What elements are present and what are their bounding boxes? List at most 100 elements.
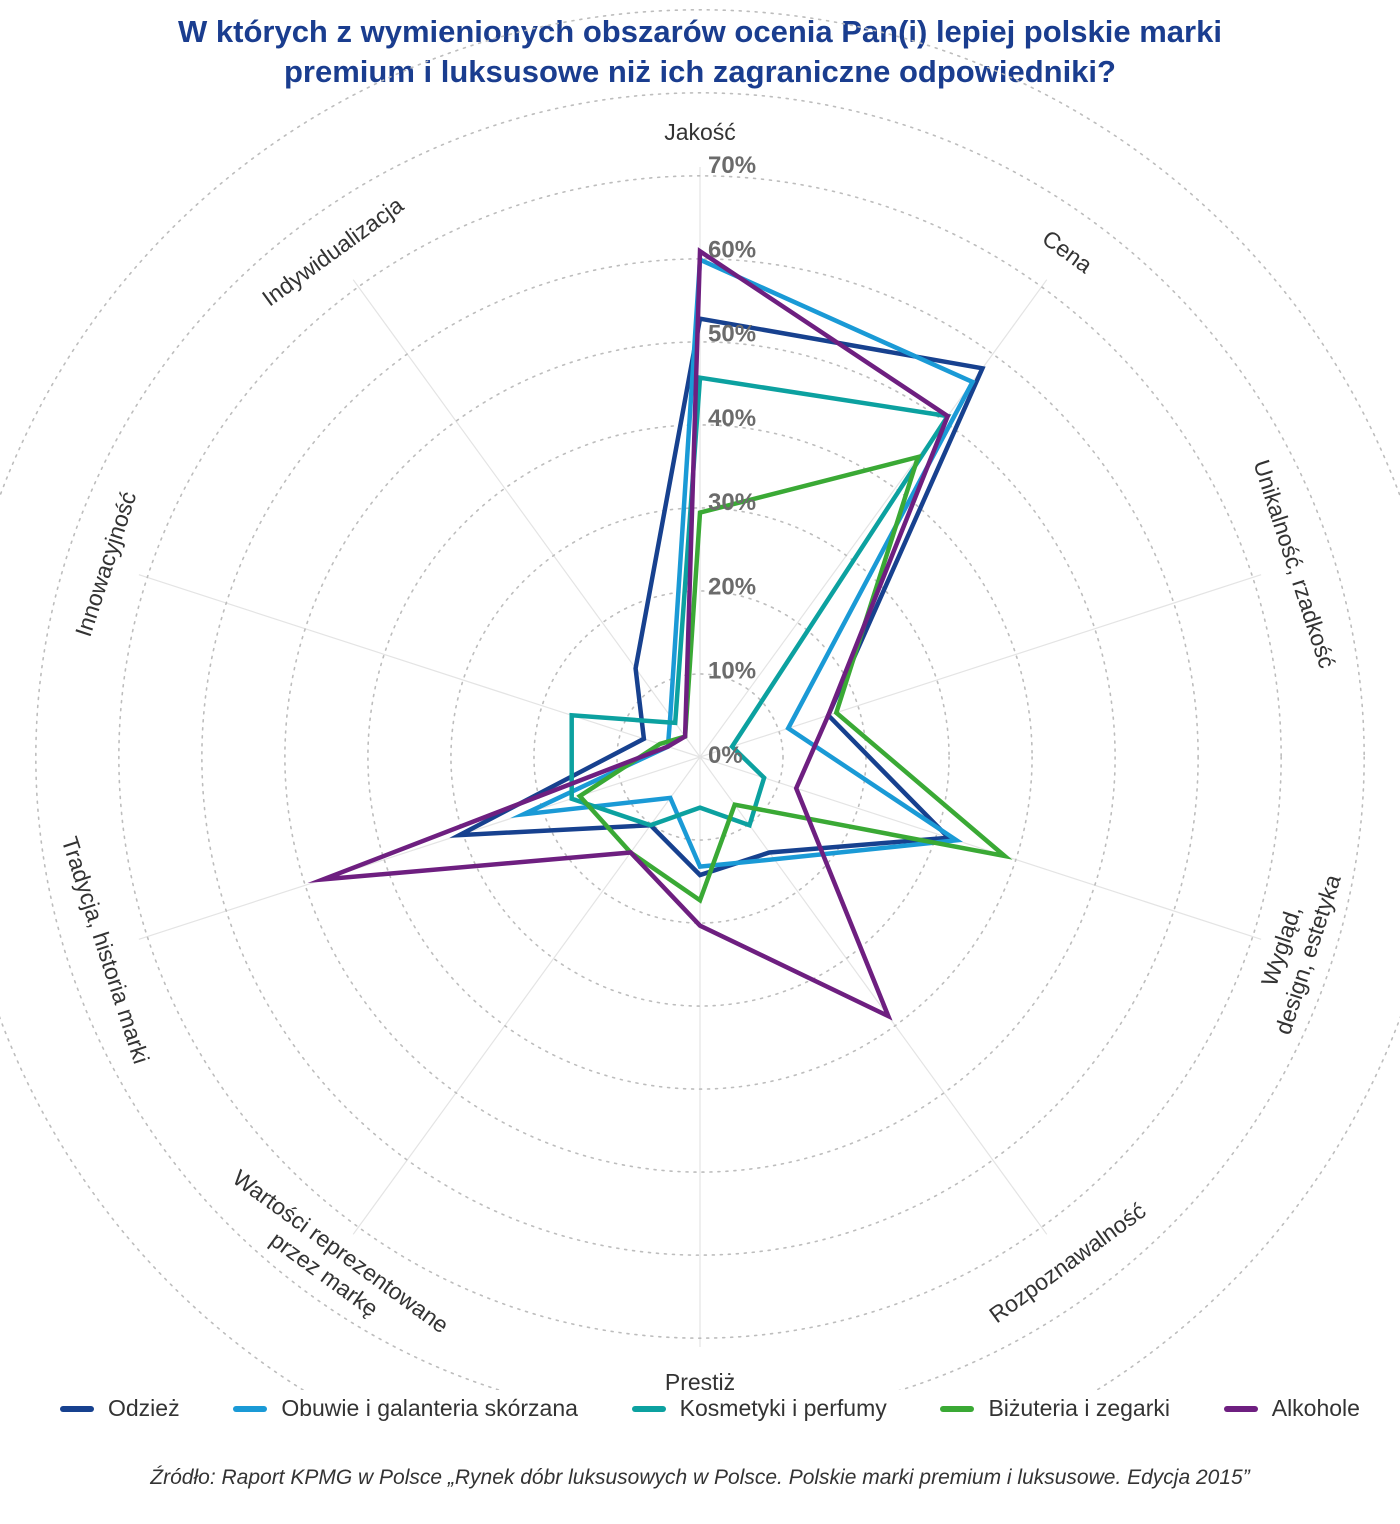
radar-ticks: 0% 10% 20% 30% 40% 50% 60% 70% xyxy=(708,152,756,769)
data-point-odziez-5 xyxy=(768,851,771,854)
data-point-kosmetyki-i-perfumy-9 xyxy=(570,714,573,717)
legend-swatch-bizuteria-i-zegarki xyxy=(940,1405,975,1412)
legend-label-alkohole: Alkohole xyxy=(1271,1395,1360,1421)
data-point-obuwie-i-galanteria-skorzana-4 xyxy=(955,839,958,842)
radar-series xyxy=(307,247,1013,1021)
data-point-alkohole-7 xyxy=(629,851,632,854)
axis-label-line-6-1: Prestiż xyxy=(665,1369,735,1390)
data-point-kosmetyki-i-perfumy-1 xyxy=(698,376,702,379)
data-point-alkohole-2 xyxy=(946,414,949,418)
data-point-obuwie-i-galanteria-skorzana-5 xyxy=(773,858,776,861)
grid-ring-8 xyxy=(35,92,1365,1390)
data-point-alkohole-9 xyxy=(666,745,670,748)
data-point-kosmetyki-i-perfumy-3 xyxy=(730,745,734,748)
chart-legend: Odzież Obuwie i galanteria skórzana Kosmet… xyxy=(60,1395,1360,1422)
data-point-alkohole-1 xyxy=(698,250,702,253)
source-note: Źródło: Raport KPMG w Polsce „Rynek dóbr… xyxy=(150,1466,1250,1489)
data-point-odziez-2 xyxy=(981,367,984,370)
axis-label-unikalnosc-rzadkosc: Unikalność, rzadkość xyxy=(1248,457,1340,672)
data-point-kosmetyki-i-perfumy-6 xyxy=(698,806,702,809)
tick-label-0: 0% xyxy=(708,742,743,769)
grid-ring-9 xyxy=(0,9,1400,1390)
data-point-alkohole-3 xyxy=(827,714,830,717)
data-point-bizuteria-i-zegarki-5 xyxy=(733,803,736,806)
chart-title-line-2: premium i luksusowe niż ich zagraniczne … xyxy=(284,54,1116,89)
radar-grid xyxy=(0,9,1400,1390)
axis-label-line-5-1: Rozpoznawalność xyxy=(984,1197,1150,1328)
axis-label-line-10-1: Indywidualizacja xyxy=(257,192,408,312)
axis-label-line-9-1: Innowacyjność xyxy=(70,488,141,640)
data-point-alkohole-8 xyxy=(322,878,325,881)
series-line-alkohole xyxy=(307,247,951,1021)
tick-label-60: 60% xyxy=(708,236,756,263)
axis-label-line-8-1: Tradycja, historia marki xyxy=(57,833,155,1066)
axis-spoke-9 xyxy=(138,574,701,758)
legend-label-kosmetyki-i-perfumy: Kosmetyki i perfumy xyxy=(679,1395,887,1421)
legend-label-obuwie-i-galanteria-skorzana: Obuwie i galanteria skórzana xyxy=(281,1395,578,1421)
grid-ring-7 xyxy=(118,175,1282,1339)
tick-label-20: 20% xyxy=(708,573,756,600)
axis-label-innowacyjnosc: Innowacyjność xyxy=(70,488,141,640)
axis-spoke-2 xyxy=(699,279,1048,758)
chart-title: W których z wymienionych obszarów ocenia… xyxy=(0,12,1400,92)
data-point-alkohole-5 xyxy=(887,1014,890,1018)
data-point-kosmetyki-i-perfumy-5 xyxy=(748,824,751,827)
axis-label-rozpoznawalnosc: Rozpoznawalność xyxy=(984,1197,1150,1328)
legend-item-alkohole: Alkohole xyxy=(1223,1395,1360,1422)
tick-label-50: 50% xyxy=(708,321,756,348)
axis-label-tradycja-historia-marki: Tradycja, historia marki xyxy=(57,833,155,1066)
legend-item-bizuteria-i-zegarki: Biżuteria i zegarki xyxy=(940,1395,1170,1422)
data-point-obuwie-i-galanteria-skorzana-3 xyxy=(787,727,790,730)
axis-label-indywidualizacja: Indywidualizacja xyxy=(257,192,408,312)
data-point-alkohole-10 xyxy=(683,735,687,738)
axis-label-prestiz: Prestiż xyxy=(665,1369,735,1390)
data-point-alkohole-4 xyxy=(795,787,798,790)
data-point-kosmetyki-i-perfumy-10 xyxy=(674,721,677,725)
data-point-odziez-9 xyxy=(642,737,646,740)
data-point-bizuteria-i-zegarki-2 xyxy=(916,455,920,459)
data-point-bizuteria-i-zegarki-8 xyxy=(578,794,581,798)
axis-label-line-1-1: Jakość xyxy=(664,119,736,145)
grid-ring-5 xyxy=(284,341,1116,1173)
legend-swatch-odziez xyxy=(60,1405,94,1412)
legend-item-odziez: Odzież xyxy=(60,1395,180,1422)
axis-label-wyglad-design-estetyka: Wygląd,design, estetyka xyxy=(1256,871,1346,1037)
axis-spoke-10 xyxy=(352,279,701,758)
legend-label-bizuteria-i-zegarki: Biżuteria i zegarki xyxy=(988,1395,1170,1421)
data-point-obuwie-i-galanteria-skorzana-6 xyxy=(698,865,702,868)
tick-label-30: 30% xyxy=(708,489,756,516)
data-point-obuwie-i-galanteria-skorzana-10 xyxy=(669,714,672,718)
grid-ring-2 xyxy=(533,590,867,924)
axis-spoke-5 xyxy=(699,756,1048,1235)
axis-label-jakosc: Jakość xyxy=(664,119,736,145)
axis-label-line-7-1: Wartości reprezentowane xyxy=(228,1164,454,1338)
tick-label-40: 40% xyxy=(708,405,756,432)
data-point-odziez-6 xyxy=(698,873,702,877)
data-point-obuwie-i-galanteria-skorzana-8 xyxy=(522,813,525,816)
data-point-obuwie-i-galanteria-skorzana-7 xyxy=(669,796,672,800)
grid-ring-1 xyxy=(616,673,784,841)
radar-chart: 0% 10% 20% 30% 40% 50% 60% 70% Jakość Cena Unikal… xyxy=(0,9,1400,1390)
data-point-bizuteria-i-zegarki-4 xyxy=(1003,854,1006,858)
data-point-bizuteria-i-zegarki-1 xyxy=(698,511,702,514)
legend-item-kosmetyki-i-perfumy: Kosmetyki i perfumy xyxy=(631,1395,887,1422)
legend-swatch-obuwie-i-galanteria-skorzana xyxy=(233,1405,268,1412)
data-point-bizuteria-i-zegarki-9 xyxy=(658,742,662,746)
legend-label-odziez: Odzież xyxy=(108,1395,180,1421)
axis-spoke-4 xyxy=(699,756,1262,940)
data-point-kosmetyki-i-perfumy-8 xyxy=(570,797,573,800)
legend-item-obuwie-i-galanteria-skorzana: Obuwie i galanteria skórzana xyxy=(233,1395,578,1422)
data-point-obuwie-i-galanteria-skorzana-2 xyxy=(971,380,974,384)
data-point-kosmetyki-i-perfumy-4 xyxy=(762,776,766,779)
axis-label-cena: Cena xyxy=(1038,225,1098,278)
grid-ring-6 xyxy=(201,258,1199,1256)
axis-spoke-8 xyxy=(138,756,701,940)
legend-swatch-kosmetyki-i-perfumy xyxy=(631,1405,666,1412)
data-point-bizuteria-i-zegarki-6 xyxy=(698,899,702,902)
chart-title-line-1: W których z wymienionych obszarów ocenia… xyxy=(178,14,1222,49)
grid-ring-4 xyxy=(367,424,1033,1090)
tick-label-70: 70% xyxy=(708,152,756,179)
tick-label-10: 10% xyxy=(708,658,756,685)
data-point-alkohole-6 xyxy=(698,924,702,927)
